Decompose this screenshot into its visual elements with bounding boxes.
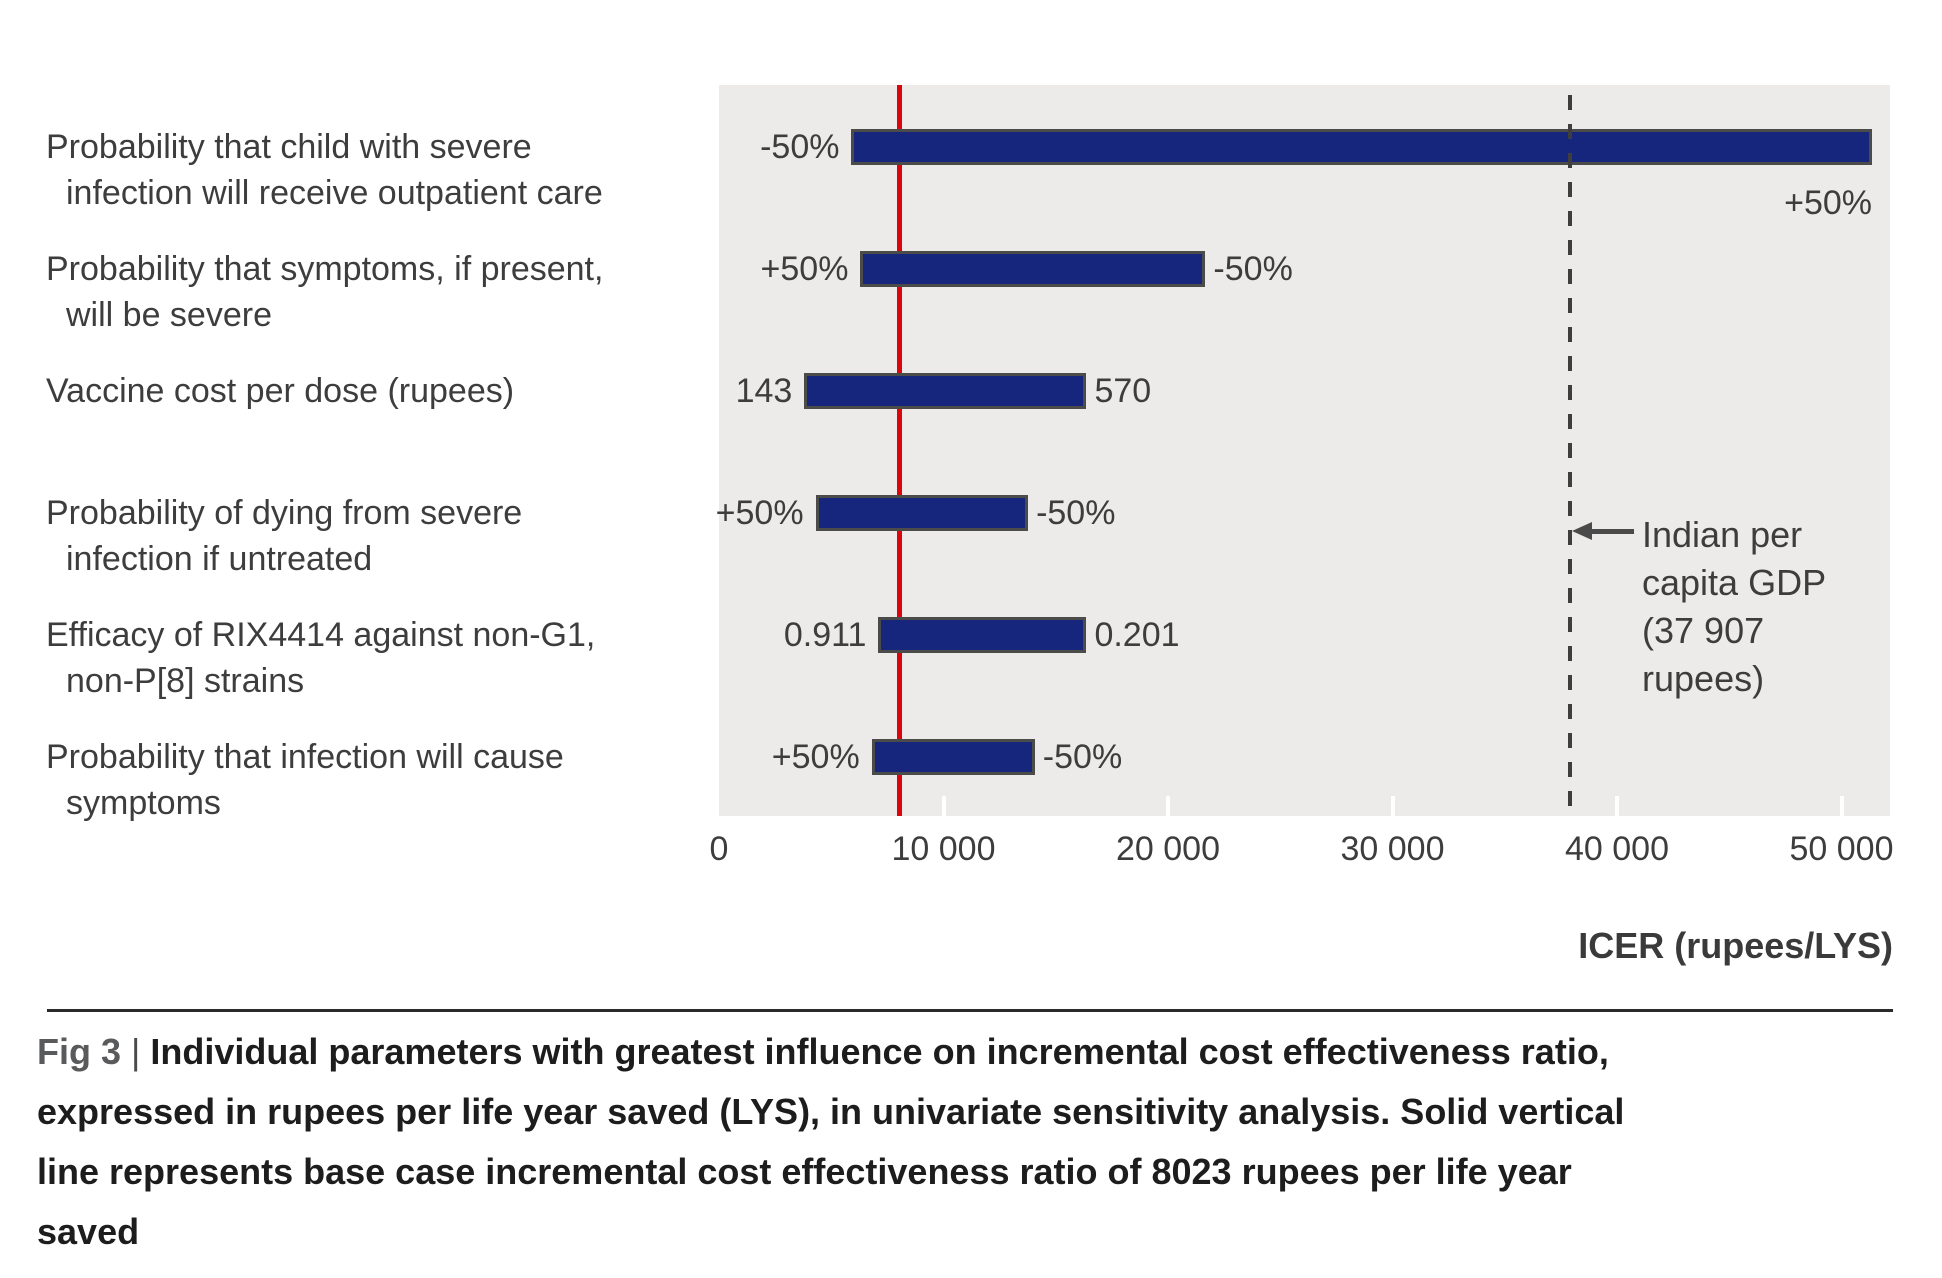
- bar: [851, 129, 1873, 165]
- gdp-annotation-line: (37 907: [1642, 610, 1765, 651]
- bar-high-label: +50%: [1784, 184, 1872, 222]
- bar-low-label: 143: [735, 372, 793, 410]
- plot-area: [719, 85, 1890, 816]
- bar-high-label: -50%: [1042, 738, 1123, 776]
- caption-text-3: line represents base case incremental co…: [37, 1151, 1572, 1192]
- category-label-line: Probability of dying from severe: [46, 494, 523, 532]
- category-label-line: Probability that symptoms, if present,: [46, 250, 604, 288]
- category-label-line: Vaccine cost per dose (rupees): [46, 372, 515, 410]
- gdp-annotation-line: capita GDP: [1642, 562, 1827, 603]
- bar: [871, 739, 1035, 775]
- x-axis-tick-label: 10 000: [891, 830, 996, 868]
- x-axis-title: ICER (rupees/LYS): [1578, 925, 1893, 966]
- category-label-line: infection if untreated: [66, 540, 373, 578]
- bar-low-label: 0.911: [783, 616, 867, 654]
- category-label-line: non-P[8] strains: [66, 662, 305, 700]
- caption-pipe: |: [131, 1031, 141, 1072]
- gdp-arrow-shaft: [1590, 529, 1635, 534]
- gdp-reference-line: [1568, 95, 1573, 816]
- caption-divider-rule: [47, 1009, 1893, 1012]
- bar: [878, 617, 1087, 653]
- x-axis-tick: [1839, 796, 1844, 816]
- category-label-line: symptoms: [66, 784, 221, 822]
- x-axis-tick: [941, 796, 946, 816]
- category-label-line: Efficacy of RIX4414 against non-G1,: [46, 616, 596, 654]
- figure-caption: Fig 3 | Individual parameters with greates…: [37, 1022, 1917, 1262]
- bar-low-label: +50%: [771, 738, 860, 776]
- bar-high-label: -50%: [1213, 250, 1293, 288]
- bar-high-label: 0.201: [1094, 616, 1180, 654]
- bar-low-label: +50%: [715, 494, 804, 532]
- x-axis-tick: [1615, 796, 1619, 816]
- bar-high-label: -50%: [1036, 494, 1116, 532]
- category-label-line: will be severe: [66, 296, 272, 334]
- category-label-line: infection will receive outpatient care: [66, 174, 603, 212]
- x-axis-tick-label: 0: [709, 830, 729, 868]
- category-label-line: Probability that child with severe: [46, 128, 532, 166]
- caption-line: Fig 3 | Individual parameters with greates…: [37, 1022, 1917, 1082]
- x-axis-tick-label: 40 000: [1565, 830, 1669, 868]
- gdp-annotation-line: rupees): [1642, 658, 1765, 699]
- bar: [804, 373, 1087, 409]
- x-axis-tick-label: 50 000: [1789, 830, 1894, 868]
- x-axis-tick: [1390, 796, 1395, 816]
- x-axis-tick-label: 20 000: [1116, 830, 1220, 868]
- base-case-line: [897, 85, 903, 816]
- category-label-line: Probability that infection will cause: [46, 738, 564, 776]
- bar-high-label: 570: [1094, 372, 1152, 410]
- bar: [860, 251, 1206, 287]
- figure-number: Fig 3: [37, 1031, 122, 1072]
- gdp-arrow-icon: [1572, 522, 1593, 540]
- bar: [815, 495, 1029, 531]
- bar-low-label: +50%: [760, 250, 849, 288]
- caption-text-1: Individual parameters with greatest infl…: [150, 1031, 1609, 1072]
- bar-low-label: -50%: [760, 128, 840, 166]
- x-axis-tick: [1166, 796, 1170, 816]
- x-axis-tick-label: 30 000: [1340, 830, 1445, 868]
- gdp-annotation-line: Indian per: [1642, 514, 1803, 555]
- caption-text-4: saved: [37, 1211, 140, 1252]
- caption-text-2: expressed in rupees per life year saved …: [37, 1091, 1625, 1132]
